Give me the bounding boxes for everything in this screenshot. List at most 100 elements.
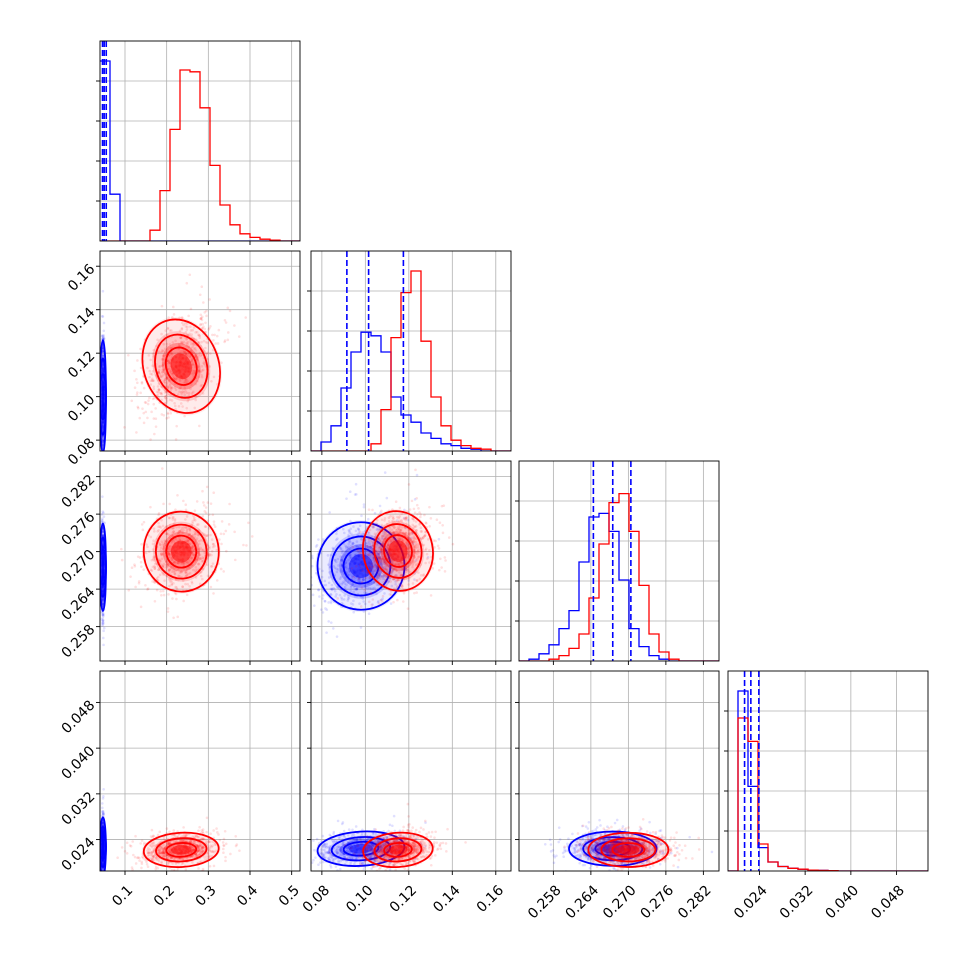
red-sample-point <box>155 577 159 580</box>
red-sample-point <box>186 856 189 859</box>
red-sample-point <box>163 851 166 855</box>
blue-sample-point <box>101 589 105 593</box>
red-sample-point <box>162 349 165 353</box>
blue-sample-point <box>103 458 106 461</box>
hist-layer <box>100 41 300 241</box>
red-sample-point <box>151 379 155 383</box>
red-sample-point <box>219 567 223 571</box>
red-sample-point <box>168 343 172 346</box>
red-sample-point <box>191 345 195 349</box>
blue-sample-point <box>370 544 374 548</box>
red-sample-point <box>162 546 166 549</box>
red-sample-point <box>210 845 213 849</box>
red-sample-point <box>166 562 169 566</box>
red-sample-point <box>151 836 154 839</box>
red-sample-point <box>184 503 188 506</box>
blue-sample-point <box>101 378 105 382</box>
red-sample-point <box>197 334 201 337</box>
red-sample-point <box>154 844 158 847</box>
blue-sample-point <box>101 425 105 428</box>
red-sample-point <box>180 839 183 843</box>
blue-sample-point <box>101 363 105 366</box>
blue-sample-point <box>351 603 355 606</box>
red-sample-point <box>160 553 163 557</box>
red-sample-point <box>216 342 220 345</box>
red-sample-point <box>208 545 211 549</box>
red-sample-point <box>167 416 170 419</box>
blue-sample-point <box>101 832 105 835</box>
red-sample-point <box>247 521 250 525</box>
red-sample-point <box>180 570 183 574</box>
blue-sample-point <box>101 334 105 338</box>
red-sample-point <box>165 574 169 578</box>
blue-sample-point <box>373 586 376 590</box>
blue-sample-point <box>367 531 371 535</box>
red-sample-point <box>181 857 185 860</box>
red-sample-point <box>174 377 177 381</box>
red-sample-point <box>168 370 172 373</box>
blue-sample-point <box>101 370 104 374</box>
blue-sample-point <box>101 598 105 602</box>
red-sample-point <box>168 353 171 357</box>
red-sample-point <box>130 399 134 403</box>
red-sample-point <box>166 412 170 416</box>
red-sample-point <box>198 852 202 856</box>
blue-sample-point <box>101 597 105 601</box>
blue-sample-point <box>102 873 105 876</box>
red-sample-point <box>189 340 193 343</box>
red-sample-point <box>201 846 204 850</box>
red-sample-point <box>166 326 170 330</box>
hist-layer <box>728 671 928 871</box>
red-sample-point <box>169 856 173 860</box>
red-sample-point <box>173 561 176 564</box>
red-sample-point <box>136 555 140 558</box>
red-sample-point <box>148 844 152 847</box>
red-sample-point <box>188 527 192 531</box>
blue-sample-point <box>375 583 379 586</box>
red-sample-point <box>169 856 172 859</box>
red-sample-point <box>207 513 211 517</box>
red-sample-point <box>161 467 164 470</box>
blue-sample-point <box>379 575 383 578</box>
red-sample-point <box>197 369 201 373</box>
blue-sample-point <box>319 608 323 611</box>
x-tick-label: 0.1 <box>109 883 136 910</box>
red-sample-point <box>186 539 189 542</box>
red-sample-point <box>201 567 205 571</box>
blue-sample-point <box>101 440 105 443</box>
red-sample-point <box>161 849 164 853</box>
red-sample-point <box>190 359 194 362</box>
red-sample-point <box>174 508 177 511</box>
red-sample-point <box>223 829 227 833</box>
blue-sample-point <box>356 579 360 582</box>
red-sample-point <box>163 851 166 855</box>
red-sample-point <box>166 347 169 351</box>
red-sample-point <box>190 845 194 848</box>
red-sample-point <box>157 388 161 392</box>
blue-sample-point <box>101 579 105 583</box>
red-sample-point <box>155 588 159 592</box>
blue-sample-point <box>357 577 361 581</box>
blue-sample-point <box>323 599 327 603</box>
red-sample-point <box>140 866 143 870</box>
blue-sample-point <box>380 598 383 602</box>
red-sample-point <box>197 551 200 555</box>
red-sample-point <box>178 529 182 533</box>
red-sample-point <box>157 513 160 517</box>
blue-sample-point <box>344 576 347 580</box>
red-sample-point <box>157 371 161 375</box>
red-sample-point <box>198 336 202 339</box>
red-sample-point <box>162 573 165 576</box>
red-sample-point <box>170 580 173 583</box>
red-sample-point <box>191 848 195 852</box>
blue-sample-point <box>371 541 375 545</box>
red-sample-point <box>153 530 156 533</box>
blue-sample-point <box>102 626 106 630</box>
red-sample-point <box>201 548 205 552</box>
red-sample-point <box>188 560 192 563</box>
blue-sample-point <box>101 586 104 590</box>
red-sample-point <box>199 557 203 561</box>
red-sample-point <box>179 336 183 340</box>
blue-sample-point <box>101 367 105 371</box>
red-sample-point <box>179 350 182 353</box>
